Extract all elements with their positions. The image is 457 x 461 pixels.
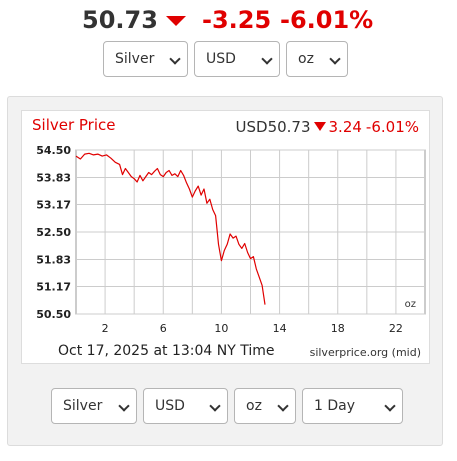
price-change: -3.25 — [202, 6, 272, 34]
unit-select[interactable]: oz — [286, 41, 348, 77]
x-tick-label: 6 — [160, 322, 167, 335]
x-tick-label: 10 — [214, 322, 228, 335]
chart-source: silverprice.org (mid) — [309, 346, 421, 359]
range-select[interactable]: 1 Day — [302, 388, 403, 424]
price-change-percent: -6.01% — [280, 6, 374, 34]
y-tick-label: 51.83 — [36, 253, 71, 266]
chart-quote-change: 3.24 — [328, 118, 362, 136]
chevron-down-icon — [384, 400, 396, 412]
down-triangle-icon — [313, 122, 326, 131]
bottom-unit-select-value: oz — [246, 398, 262, 414]
chart-quote-price: USD50.73 — [235, 118, 311, 136]
chart-quote-percent: -6.01% — [365, 118, 419, 136]
chevron-down-icon — [209, 400, 221, 412]
chart-title: Silver Price — [32, 116, 116, 134]
chevron-down-icon — [277, 400, 289, 412]
x-tick-label: 2 — [102, 322, 109, 335]
currency-select-value: USD — [206, 51, 236, 67]
bottom-currency-select[interactable]: USD — [143, 388, 228, 424]
unit-label: oz — [405, 299, 416, 310]
x-tick-label: 22 — [389, 322, 403, 335]
x-tick-label: 18 — [331, 322, 345, 335]
range-select-value: 1 Day — [314, 398, 356, 414]
bottom-metal-select[interactable]: Silver — [51, 388, 137, 424]
y-tick-label: 51.17 — [36, 281, 71, 294]
y-tick-label: 52.50 — [36, 226, 71, 239]
down-triangle-icon — [166, 16, 186, 26]
chevron-down-icon — [118, 400, 130, 412]
chevron-down-icon — [261, 53, 273, 65]
price-series-line — [75, 152, 266, 305]
metal-select-value: Silver — [115, 51, 155, 67]
y-tick-label: 50.50 — [36, 308, 71, 321]
chevron-down-icon — [169, 53, 181, 65]
currency-select[interactable]: USD — [194, 41, 280, 77]
metal-select[interactable]: Silver — [103, 41, 188, 77]
unit-select-value: oz — [298, 51, 314, 67]
bottom-unit-select[interactable]: oz — [234, 388, 296, 424]
x-tick-label: 14 — [273, 322, 287, 335]
current-price: 50.73 — [82, 6, 158, 34]
chart-panel: Silver Price USD50.73 3.24 -6.01% 50.50 51.… — [7, 96, 443, 446]
bottom-currency-select-value: USD — [155, 398, 185, 414]
price-chart: Silver Price USD50.73 3.24 -6.01% 50.50 51.… — [21, 110, 430, 364]
chevron-down-icon — [329, 53, 341, 65]
y-tick-label: 53.83 — [36, 171, 71, 184]
price-summary: 50.73 -3.25 -6.01% — [0, 6, 457, 38]
y-tick-label: 54.50 — [36, 144, 71, 157]
chart-timestamp: Oct 17, 2025 at 13:04 NY Time — [58, 343, 275, 359]
chart-quote: USD50.73 3.24 -6.01% — [236, 118, 419, 136]
bottom-metal-select-value: Silver — [63, 398, 103, 414]
y-tick-label: 53.17 — [36, 199, 71, 212]
line-chart: 50.50 51.17 51.83 52.50 53.17 53.83 54.50 2 6 10 1… — [36, 144, 426, 335]
